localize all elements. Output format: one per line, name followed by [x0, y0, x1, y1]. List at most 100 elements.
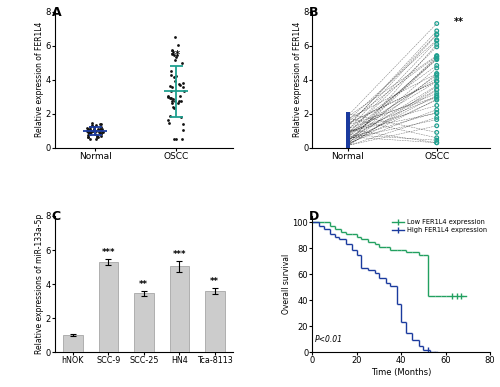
Point	[84, 126, 92, 132]
Point	[344, 132, 352, 138]
Point	[94, 134, 102, 140]
Point	[178, 121, 186, 127]
Point	[344, 135, 352, 142]
Point	[344, 138, 352, 144]
Point	[432, 140, 440, 146]
Point	[99, 129, 107, 135]
Point	[96, 122, 104, 128]
Point	[432, 28, 440, 34]
Bar	[170, 266, 189, 352]
Point	[96, 127, 104, 134]
Point	[432, 78, 440, 84]
Point	[96, 130, 104, 136]
Point	[344, 130, 352, 137]
Point	[165, 120, 173, 127]
Point	[86, 130, 94, 137]
Point	[174, 41, 182, 48]
Point	[432, 53, 440, 60]
Point	[86, 124, 94, 130]
Point	[432, 129, 440, 135]
Point	[344, 134, 352, 140]
Point	[344, 135, 352, 141]
Text: ***: ***	[102, 248, 115, 257]
Point	[344, 140, 352, 146]
Point	[344, 116, 352, 122]
Point	[93, 134, 101, 140]
Point	[164, 117, 172, 123]
Point	[344, 113, 352, 120]
Bar	[134, 293, 154, 352]
Point	[90, 126, 98, 132]
Point	[432, 137, 440, 143]
Point	[344, 142, 352, 148]
Point	[344, 138, 352, 144]
Y-axis label: Relative expression of FER1L4: Relative expression of FER1L4	[292, 22, 302, 137]
Point	[344, 120, 352, 126]
X-axis label: Time (Months): Time (Months)	[371, 368, 432, 377]
Point	[432, 114, 440, 120]
Point	[96, 124, 104, 130]
Text: B: B	[309, 6, 318, 19]
Point	[176, 82, 184, 88]
Point	[344, 142, 352, 149]
Legend: Low FER1L4 expression, High FER1L4 expression: Low FER1L4 expression, High FER1L4 expre…	[392, 219, 486, 233]
Point	[432, 79, 440, 85]
Point	[84, 128, 92, 134]
Point	[432, 140, 440, 146]
Point	[432, 53, 440, 59]
Point	[344, 119, 352, 125]
Point	[170, 98, 178, 104]
Text: D: D	[309, 211, 319, 224]
Point	[432, 102, 440, 108]
Point	[96, 121, 104, 127]
Point	[168, 67, 175, 74]
Point	[84, 132, 92, 139]
Point	[432, 31, 440, 37]
Point	[432, 37, 440, 43]
Point	[344, 137, 352, 143]
Point	[96, 127, 104, 134]
Point	[344, 117, 352, 123]
Point	[432, 87, 440, 93]
Point	[84, 134, 92, 140]
Point	[170, 52, 178, 58]
Point	[179, 127, 187, 133]
Point	[432, 57, 440, 63]
Point	[84, 134, 92, 140]
Text: **: **	[210, 277, 220, 286]
Point	[166, 83, 174, 89]
Point	[344, 143, 352, 149]
Point	[432, 97, 440, 103]
Point	[86, 128, 94, 134]
Point	[172, 57, 179, 63]
Point	[432, 135, 440, 141]
Point	[180, 88, 188, 94]
Point	[170, 136, 177, 142]
Point	[172, 73, 180, 79]
Point	[432, 86, 440, 92]
Point	[344, 126, 352, 132]
Point	[344, 128, 352, 134]
Point	[344, 111, 352, 117]
Point	[432, 106, 440, 113]
Point	[164, 93, 172, 99]
Point	[344, 123, 352, 129]
Point	[168, 47, 176, 53]
Point	[432, 116, 440, 123]
Point	[170, 74, 178, 80]
Point	[432, 83, 440, 89]
Point	[172, 53, 180, 60]
Point	[168, 100, 176, 106]
Point	[344, 142, 352, 149]
Text: A: A	[52, 6, 61, 19]
Point	[166, 72, 174, 78]
Point	[432, 21, 440, 27]
Point	[168, 51, 176, 57]
Point	[98, 125, 106, 132]
Point	[179, 80, 187, 86]
Point	[167, 95, 175, 101]
Point	[432, 70, 440, 77]
Point	[178, 136, 186, 142]
Point	[92, 128, 100, 134]
Text: **: **	[140, 280, 148, 289]
